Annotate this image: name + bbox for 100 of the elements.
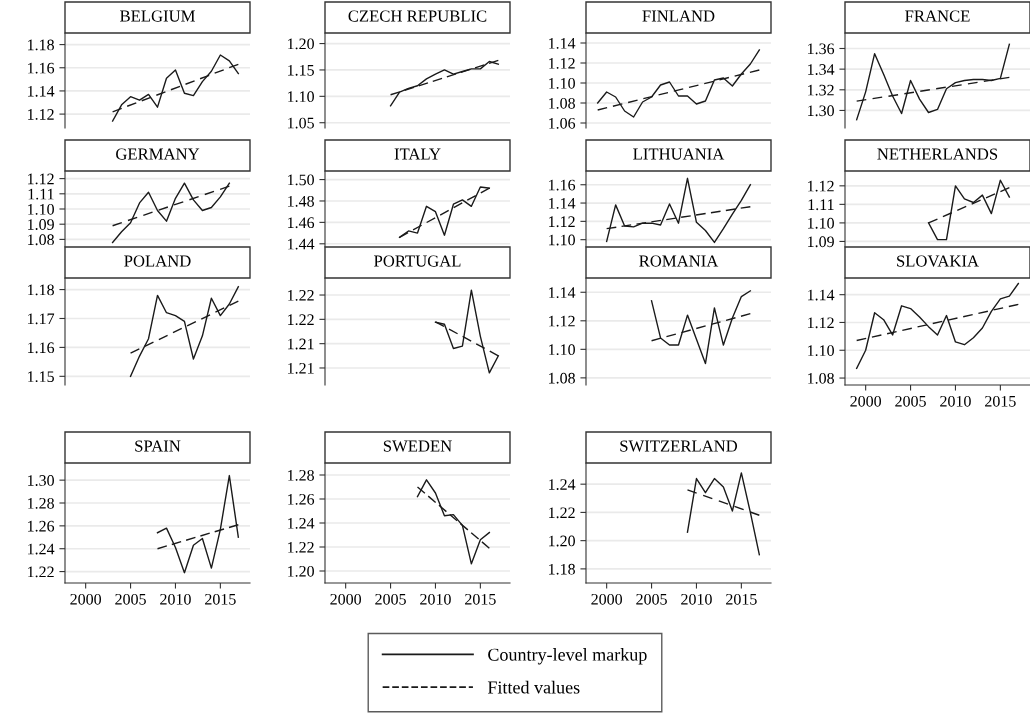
x-tick-label: 2000 (70, 593, 102, 605)
chart-title: GERMANY (116, 148, 200, 160)
line-series (111, 54, 240, 122)
y-tick-label: 1.10 (808, 217, 834, 229)
chart-title: ITALY (394, 148, 441, 160)
x-tick-label: 2005 (115, 593, 146, 605)
y-tick-label: 1.09 (808, 236, 834, 248)
y-tick-label: 1.10 (288, 91, 314, 103)
y-tick-label: 1.10 (28, 203, 54, 215)
y-tick-label: 1.09 (28, 219, 54, 230)
y-tick-label: 1.06 (549, 117, 576, 129)
chart-title: CZECH REPUBLIC (348, 10, 487, 22)
y-tick-label: 1.12 (549, 57, 575, 69)
y-tick-label: 1.08 (549, 372, 575, 384)
line-series (605, 177, 752, 244)
y-tick-label: 1.18 (549, 563, 575, 575)
x-tick-label: 2015 (726, 593, 757, 605)
chart-title: SWEDEN (383, 440, 452, 452)
x-tick-label: 2010 (940, 395, 971, 407)
y-tick-label: 1.08 (28, 234, 54, 246)
y-tick-label: 1.20 (288, 38, 314, 50)
chart-title: POLAND (124, 255, 191, 267)
y-tick-label: 1.48 (288, 195, 314, 207)
y-tick-label: 1.26 (28, 520, 55, 532)
y-tick-label: 1.08 (808, 372, 834, 384)
chart-title: FRANCE (905, 10, 970, 22)
line-series (596, 49, 761, 118)
y-tick-label: 1.20 (288, 565, 314, 577)
y-tick-label: 1.21 (288, 362, 314, 374)
x-tick-label: 2005 (895, 395, 926, 407)
y-tick-label: 1.14 (549, 198, 576, 209)
y-tick-label: 1.22 (288, 541, 314, 553)
y-tick-label: 1.12 (549, 216, 575, 228)
chart-title: ROMANIA (639, 255, 719, 267)
y-tick-label: 1.46 (288, 217, 315, 229)
chart-title: LITHUANIA (633, 148, 725, 160)
x-tick-label: 2010 (420, 593, 451, 605)
y-tick-label: 1.22 (28, 566, 54, 578)
x-tick-label: 2000 (850, 395, 882, 407)
y-tick-label: 1.10 (808, 345, 834, 357)
chart-title: NETHERLANDS (877, 148, 998, 160)
y-tick-label: 1.16 (28, 62, 55, 74)
y-tick-label: 1.26 (288, 493, 315, 505)
y-tick-label: 1.15 (28, 371, 54, 383)
chart-title: BELGIUM (120, 10, 195, 22)
line-series (416, 479, 491, 565)
y-tick-label: 1.36 (808, 43, 835, 55)
y-tick-label: 1.30 (28, 475, 54, 486)
y-tick-label: 1.05 (288, 117, 314, 129)
x-tick-label: 2005 (375, 593, 406, 605)
line-series (389, 60, 500, 107)
line-series (855, 43, 1011, 121)
y-tick-label: 1.14 (28, 85, 55, 97)
y-tick-label: 1.14 (549, 287, 576, 299)
y-tick-label: 1.15 (288, 64, 314, 76)
y-tick-label: 1.28 (288, 469, 314, 481)
line-series (111, 182, 231, 244)
y-tick-label: 1.21 (288, 338, 314, 350)
y-tick-label: 1.14 (808, 289, 835, 301)
chart-title: PORTUGAL (374, 255, 461, 267)
y-tick-label: 1.10 (549, 77, 575, 89)
y-tick-label: 1.12 (549, 315, 575, 327)
y-tick-label: 1.44 (288, 238, 315, 250)
y-tick-label: 1.34 (808, 64, 835, 75)
y-tick-label: 1.08 (549, 97, 575, 109)
x-tick-label: 2010 (681, 593, 712, 605)
y-tick-label: 1.20 (549, 535, 575, 547)
x-tick-label: 2000 (591, 593, 623, 605)
x-tick-label: 2015 (985, 395, 1016, 407)
line-series (156, 474, 240, 574)
y-tick-label: 1.10 (549, 344, 575, 356)
legend-label: Country-level markup (488, 648, 647, 665)
y-tick-label: 1.14 (549, 38, 576, 49)
y-tick-label: 1.18 (28, 39, 54, 51)
y-tick-label: 1.50 (288, 174, 314, 186)
x-tick-label: 2010 (160, 593, 191, 605)
x-tick-label: 2015 (465, 593, 496, 605)
y-tick-label: 1.24 (549, 479, 576, 490)
x-tick-label: 2015 (205, 593, 236, 605)
y-tick-label: 1.12 (28, 109, 54, 120)
y-tick-label: 1.12 (808, 317, 834, 329)
chart-title: SWITZERLAND (620, 440, 738, 452)
y-tick-label: 1.11 (28, 188, 54, 200)
y-tick-label: 1.22 (549, 507, 575, 519)
y-tick-label: 1.22 (288, 314, 314, 326)
y-tick-label: 1.10 (549, 234, 575, 246)
line-series (855, 282, 1020, 370)
y-tick-label: 1.12 (28, 173, 54, 185)
line-series (650, 290, 752, 365)
y-tick-label: 1.18 (28, 284, 54, 296)
y-tick-label: 1.30 (808, 105, 834, 117)
y-tick-label: 1.11 (808, 199, 834, 211)
y-tick-label: 1.12 (808, 180, 834, 192)
legend-label: Fitted values (487, 680, 580, 694)
y-tick-label: 1.17 (28, 313, 55, 325)
y-tick-label: 1.24 (288, 517, 315, 529)
line-series (686, 472, 761, 556)
y-tick-label: 1.22 (288, 289, 314, 301)
chart-title: FINLAND (642, 10, 715, 22)
x-tick-label: 2005 (636, 593, 667, 605)
